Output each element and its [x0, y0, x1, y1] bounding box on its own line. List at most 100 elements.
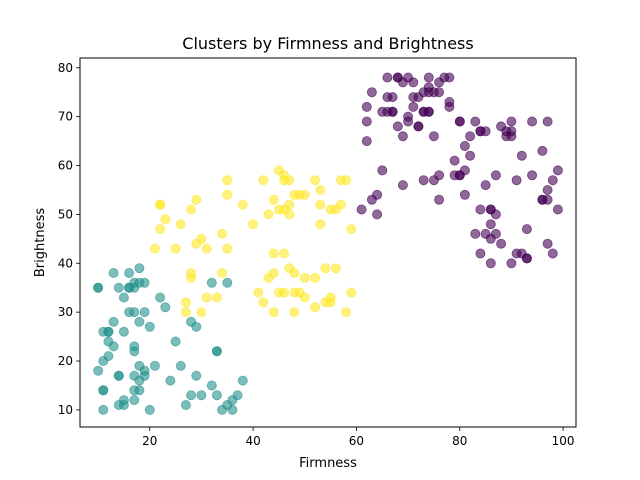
data-point-cluster-1	[129, 307, 140, 318]
y-tick-label: 40	[58, 256, 73, 270]
data-point-cluster-2	[346, 224, 357, 235]
x-tick-label: 100	[552, 434, 575, 448]
data-point-cluster-2	[310, 302, 321, 313]
data-point-cluster-1	[108, 341, 119, 352]
data-point-cluster-2	[217, 228, 228, 239]
data-point-cluster-2	[315, 199, 326, 210]
data-point-cluster-1	[211, 346, 222, 357]
data-point-cluster-1	[118, 399, 129, 410]
data-point-cluster-1	[129, 346, 140, 357]
data-point-cluster-1	[139, 370, 150, 381]
data-point-cluster-2	[186, 272, 197, 283]
data-point-cluster-2	[191, 194, 202, 205]
data-point-cluster-2	[315, 219, 326, 230]
data-point-cluster-2	[341, 175, 352, 186]
data-point-cluster-3	[459, 140, 470, 151]
data-point-cluster-2	[284, 199, 295, 210]
data-point-cluster-1	[118, 292, 129, 303]
x-axis-ticks: 20 40 60 80 100	[142, 427, 575, 448]
y-axis-label: Brightness	[33, 208, 48, 277]
data-point-cluster-2	[263, 209, 274, 220]
data-point-cluster-2	[268, 307, 279, 318]
data-point-cluster-2	[196, 307, 207, 318]
data-point-cluster-2	[279, 248, 290, 259]
data-point-cluster-2	[330, 263, 341, 274]
data-point-cluster-1	[206, 277, 217, 288]
data-point-cluster-3	[547, 175, 558, 186]
data-point-cluster-3	[372, 189, 383, 200]
data-point-cluster-1	[180, 399, 191, 410]
data-point-cluster-3	[506, 131, 517, 142]
data-point-cluster-2	[160, 214, 171, 225]
points-layer	[93, 72, 563, 415]
data-point-cluster-3	[397, 131, 408, 142]
data-point-cluster-2	[149, 243, 160, 254]
data-point-cluster-3	[542, 184, 553, 195]
data-point-cluster-3	[552, 165, 563, 176]
data-point-cluster-3	[480, 180, 491, 191]
data-point-cluster-3	[465, 150, 476, 161]
data-point-cluster-1	[108, 316, 119, 327]
data-point-cluster-3	[444, 97, 455, 108]
data-point-cluster-3	[527, 116, 538, 127]
data-point-cluster-2	[155, 224, 166, 235]
data-point-cluster-2	[222, 175, 233, 186]
y-tick-label: 80	[58, 61, 73, 75]
x-tick-label: 60	[349, 434, 364, 448]
data-point-cluster-2	[196, 233, 207, 244]
data-point-cluster-3	[527, 170, 538, 181]
data-point-cluster-1	[139, 277, 150, 288]
data-point-cluster-1	[160, 302, 171, 313]
data-point-cluster-2	[222, 189, 233, 200]
data-point-cluster-1	[113, 370, 124, 381]
data-point-cluster-3	[516, 150, 527, 161]
data-point-cluster-2	[186, 204, 197, 215]
data-point-cluster-2	[325, 292, 336, 303]
data-point-cluster-3	[521, 224, 532, 235]
y-tick-label: 10	[58, 403, 73, 417]
data-point-cluster-3	[485, 219, 496, 230]
data-point-cluster-3	[449, 155, 460, 166]
data-point-cluster-2	[315, 184, 326, 195]
y-tick-label: 50	[58, 207, 73, 221]
data-point-cluster-3	[428, 131, 439, 142]
x-tick-label: 80	[452, 434, 467, 448]
data-point-cluster-1	[129, 395, 140, 406]
data-point-cluster-3	[403, 116, 414, 127]
data-point-cluster-3	[387, 106, 398, 117]
data-point-cluster-1	[134, 385, 145, 396]
data-point-cluster-2	[211, 292, 222, 303]
data-point-cluster-2	[237, 199, 248, 210]
y-tick-label: 20	[58, 354, 73, 368]
data-point-cluster-2	[201, 292, 212, 303]
data-point-cluster-2	[258, 175, 269, 186]
data-point-cluster-3	[490, 170, 501, 181]
data-point-cluster-2	[175, 219, 186, 230]
data-point-cluster-1	[170, 336, 181, 347]
data-point-cluster-2	[279, 287, 290, 298]
data-point-cluster-3	[423, 72, 434, 83]
data-point-cluster-3	[496, 238, 507, 249]
data-point-cluster-1	[227, 404, 238, 415]
data-point-cluster-3	[372, 209, 383, 220]
data-point-cluster-3	[511, 175, 522, 186]
data-point-cluster-3	[361, 116, 372, 127]
data-point-cluster-2	[341, 307, 352, 318]
data-point-cluster-2	[335, 199, 346, 210]
data-point-cluster-3	[377, 165, 388, 176]
data-point-cluster-2	[222, 243, 233, 254]
data-point-cluster-2	[299, 292, 310, 303]
data-point-cluster-3	[434, 87, 445, 98]
data-point-cluster-3	[537, 145, 548, 156]
data-point-cluster-3	[418, 175, 429, 186]
data-point-cluster-1	[191, 321, 202, 332]
data-point-cluster-2	[170, 243, 181, 254]
data-point-cluster-3	[387, 92, 398, 103]
data-point-cluster-3	[470, 228, 481, 239]
data-point-cluster-3	[490, 209, 501, 220]
data-point-cluster-1	[98, 385, 109, 396]
x-tick-label: 40	[245, 434, 260, 448]
data-point-cluster-3	[552, 204, 563, 215]
data-point-cluster-1	[191, 370, 202, 381]
